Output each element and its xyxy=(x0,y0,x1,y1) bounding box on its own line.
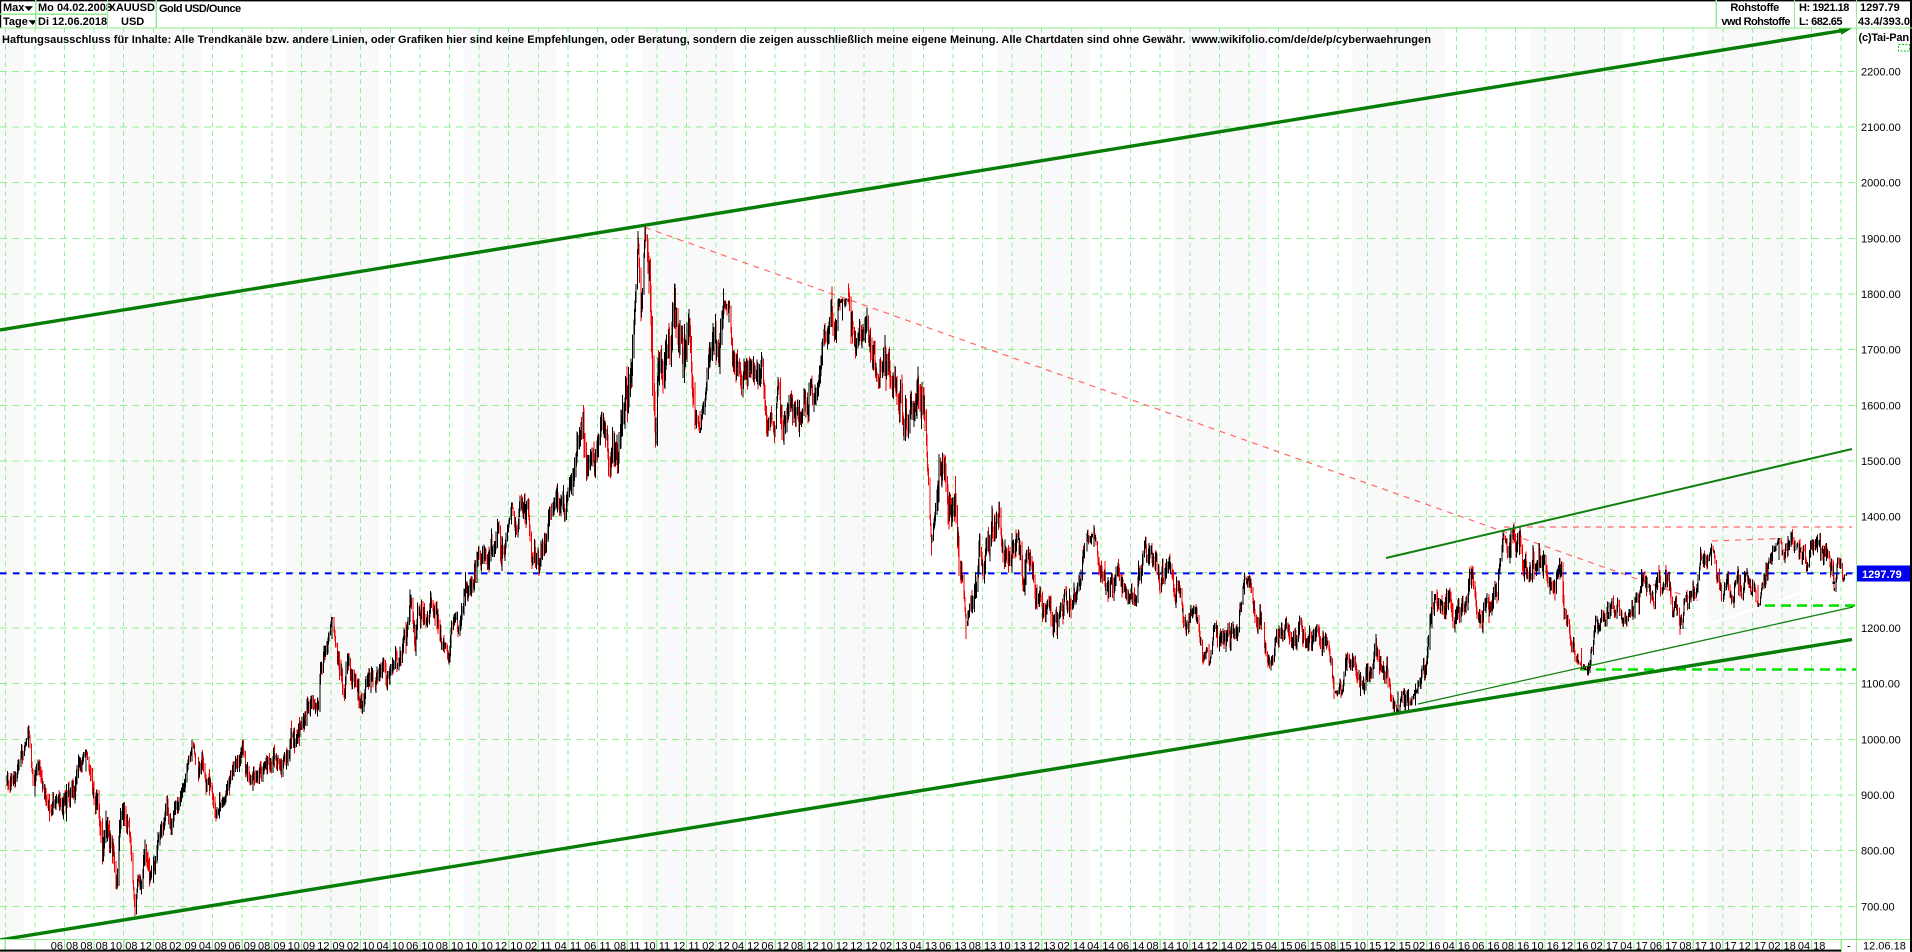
svg-text:06 15: 06 15 xyxy=(1294,940,1322,952)
svg-text:12 11: 12 11 xyxy=(673,940,700,952)
svg-text:04 11: 04 11 xyxy=(555,940,582,952)
svg-text:12 09: 12 09 xyxy=(317,940,345,952)
svg-text:10 11: 10 11 xyxy=(643,940,670,952)
svg-text:10 09: 10 09 xyxy=(288,940,316,952)
svg-text:vwd Rohstoffe: vwd Rohstoffe xyxy=(1721,16,1790,28)
svg-text:10 12: 10 12 xyxy=(821,940,849,952)
svg-text:06 09: 06 09 xyxy=(228,940,256,952)
svg-text:900.00: 900.00 xyxy=(1861,790,1895,802)
svg-text:Gold USD/Ounce: Gold USD/Ounce xyxy=(159,3,241,15)
svg-text:700.00: 700.00 xyxy=(1861,901,1895,913)
svg-text:10 08: 10 08 xyxy=(110,940,138,952)
svg-text:02 09: 02 09 xyxy=(169,940,197,952)
svg-text:12 10: 12 10 xyxy=(495,940,523,952)
svg-text:12 16: 12 16 xyxy=(1561,940,1589,952)
svg-text:12 08: 12 08 xyxy=(140,940,168,952)
svg-text:1500.00: 1500.00 xyxy=(1861,456,1901,468)
svg-text:1800.00: 1800.00 xyxy=(1861,289,1901,301)
svg-text:H: 1921.18: H: 1921.18 xyxy=(1799,2,1849,14)
svg-text:04 16: 04 16 xyxy=(1443,940,1471,952)
svg-text:06 13: 06 13 xyxy=(939,940,967,952)
svg-text:800.00: 800.00 xyxy=(1861,846,1895,858)
svg-text:08 10: 08 10 xyxy=(436,940,464,952)
svg-text:02 11: 02 11 xyxy=(525,940,552,952)
svg-text:10 17: 10 17 xyxy=(1709,940,1737,952)
svg-text:06 10: 06 10 xyxy=(406,940,434,952)
svg-text:10 16: 10 16 xyxy=(1531,940,1559,952)
svg-text:06 12: 06 12 xyxy=(761,940,789,952)
svg-text:08 09: 08 09 xyxy=(258,940,286,952)
svg-text:1700.00: 1700.00 xyxy=(1861,345,1901,357)
svg-text:12 15: 12 15 xyxy=(1383,940,1411,952)
svg-text:04 10: 04 10 xyxy=(377,940,405,952)
svg-text:04 13: 04 13 xyxy=(910,940,938,952)
svg-text:Haftungsausschluss für Inhalte: Haftungsausschluss für Inhalte: Alle Tre… xyxy=(2,34,1431,46)
svg-text:Mo 04.02.2008: Mo 04.02.2008 xyxy=(38,2,112,14)
svg-text:-: - xyxy=(1847,940,1851,952)
svg-text:1600.00: 1600.00 xyxy=(1861,400,1901,412)
svg-text:06 14: 06 14 xyxy=(1117,940,1145,952)
svg-text:43.4/393.0: 43.4/393.0 xyxy=(1858,16,1910,28)
svg-text:02 18: 02 18 xyxy=(1768,940,1796,952)
svg-text:12 17: 12 17 xyxy=(1739,940,1767,952)
svg-text:08 12: 08 12 xyxy=(791,940,819,952)
svg-text:12 13: 12 13 xyxy=(1028,940,1056,952)
svg-text:2100.00: 2100.00 xyxy=(1861,122,1901,134)
svg-text:06 11: 06 11 xyxy=(584,940,611,952)
svg-text:08 15: 08 15 xyxy=(1324,940,1352,952)
svg-text:02 15: 02 15 xyxy=(1235,940,1263,952)
svg-text:02 12: 02 12 xyxy=(702,940,730,952)
svg-text:1297.79: 1297.79 xyxy=(1860,2,1900,14)
svg-text:1900.00: 1900.00 xyxy=(1861,233,1901,245)
svg-text:06 08: 06 08 xyxy=(51,940,79,952)
svg-text:2200.00: 2200.00 xyxy=(1861,66,1901,78)
svg-text:02 14: 02 14 xyxy=(1058,940,1086,952)
svg-text:02 17: 02 17 xyxy=(1591,940,1619,952)
svg-text:10 13: 10 13 xyxy=(998,940,1026,952)
svg-text:2000.00: 2000.00 xyxy=(1861,178,1901,190)
svg-text:1000.00: 1000.00 xyxy=(1861,734,1901,746)
svg-text:04 09: 04 09 xyxy=(199,940,227,952)
svg-text:Tage: Tage xyxy=(3,16,28,28)
svg-text:12 14: 12 14 xyxy=(1206,940,1234,952)
svg-text:08 08: 08 08 xyxy=(80,940,108,952)
svg-text:10 10: 10 10 xyxy=(465,940,493,952)
svg-text:08 14: 08 14 xyxy=(1146,940,1174,952)
svg-text:04 12: 04 12 xyxy=(732,940,760,952)
svg-text:04 17: 04 17 xyxy=(1620,940,1648,952)
svg-text:Max: Max xyxy=(3,2,25,14)
svg-text:08 11: 08 11 xyxy=(614,940,641,952)
svg-text:12.06.18: 12.06.18 xyxy=(1863,940,1906,952)
svg-text:12 12: 12 12 xyxy=(850,940,878,952)
svg-text:Rohstoffe: Rohstoffe xyxy=(1730,2,1779,14)
svg-text:(c)Tai-Pan: (c)Tai-Pan xyxy=(1859,32,1910,44)
svg-text:06 17: 06 17 xyxy=(1650,940,1678,952)
svg-text:1100.00: 1100.00 xyxy=(1861,679,1900,691)
svg-text:08 13: 08 13 xyxy=(969,940,997,952)
svg-text:02 10: 02 10 xyxy=(347,940,375,952)
svg-text:XAUUSD: XAUUSD xyxy=(109,2,156,14)
svg-text:02 13: 02 13 xyxy=(880,940,908,952)
svg-text:Di 12.06.2018: Di 12.06.2018 xyxy=(38,16,107,28)
svg-text:1200.00: 1200.00 xyxy=(1861,623,1901,635)
svg-text:06 16: 06 16 xyxy=(1472,940,1500,952)
svg-text:10 14: 10 14 xyxy=(1176,940,1204,952)
svg-text:04 15: 04 15 xyxy=(1265,940,1293,952)
svg-text:10 15: 10 15 xyxy=(1354,940,1382,952)
svg-text:L: 682.65: L: 682.65 xyxy=(1799,16,1842,28)
svg-text:08 17: 08 17 xyxy=(1679,940,1707,952)
svg-text:04 18: 04 18 xyxy=(1798,940,1826,952)
svg-text:08 16: 08 16 xyxy=(1502,940,1530,952)
svg-text:04 14: 04 14 xyxy=(1087,940,1115,952)
svg-text:02 16: 02 16 xyxy=(1413,940,1441,952)
svg-text:1297.79: 1297.79 xyxy=(1862,569,1902,581)
svg-text:1400.00: 1400.00 xyxy=(1861,512,1901,524)
svg-text:USD: USD xyxy=(121,16,144,28)
